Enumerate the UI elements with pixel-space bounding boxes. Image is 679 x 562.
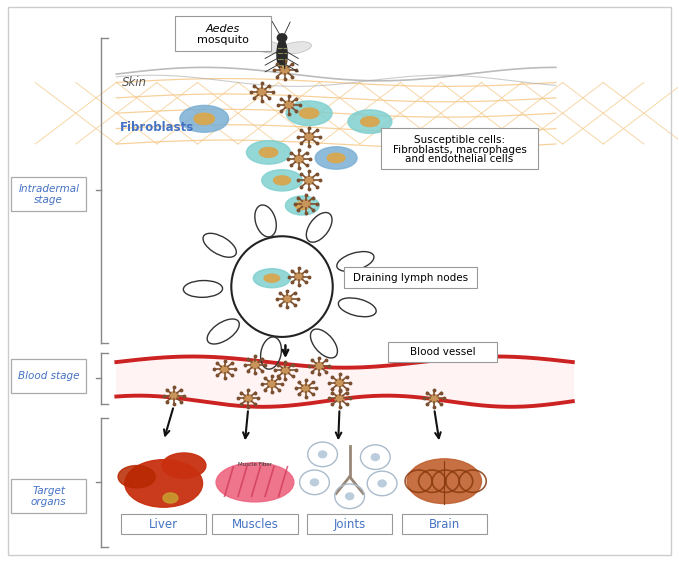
Ellipse shape	[118, 465, 155, 488]
Ellipse shape	[280, 42, 312, 54]
Circle shape	[335, 379, 344, 387]
Circle shape	[294, 155, 304, 163]
Circle shape	[277, 34, 287, 42]
Ellipse shape	[180, 106, 229, 132]
FancyBboxPatch shape	[121, 514, 206, 534]
FancyBboxPatch shape	[11, 359, 86, 393]
FancyBboxPatch shape	[381, 128, 538, 169]
Ellipse shape	[247, 39, 283, 53]
Circle shape	[318, 451, 327, 457]
Circle shape	[378, 480, 386, 487]
FancyBboxPatch shape	[344, 267, 477, 288]
Text: Target
organs: Target organs	[31, 486, 67, 507]
Ellipse shape	[194, 113, 215, 124]
Text: Blood vessel: Blood vessel	[410, 347, 475, 357]
Circle shape	[430, 395, 439, 402]
Text: Muscle Fiber: Muscle Fiber	[238, 462, 272, 467]
Circle shape	[346, 493, 354, 500]
Text: and endothelial cells: and endothelial cells	[405, 154, 513, 164]
Text: Joints: Joints	[333, 518, 366, 531]
FancyBboxPatch shape	[213, 514, 297, 534]
Ellipse shape	[264, 274, 280, 282]
FancyBboxPatch shape	[307, 514, 392, 534]
Ellipse shape	[261, 170, 302, 191]
Ellipse shape	[327, 153, 345, 162]
Circle shape	[257, 88, 267, 96]
Circle shape	[304, 133, 314, 140]
Ellipse shape	[274, 176, 291, 185]
FancyBboxPatch shape	[11, 177, 86, 211]
Text: Liver: Liver	[149, 518, 179, 531]
Circle shape	[295, 273, 304, 280]
Ellipse shape	[361, 117, 379, 126]
Ellipse shape	[286, 101, 332, 125]
Ellipse shape	[253, 269, 291, 288]
FancyBboxPatch shape	[402, 514, 487, 534]
Ellipse shape	[162, 453, 206, 478]
Circle shape	[371, 454, 380, 460]
Ellipse shape	[295, 202, 310, 210]
FancyBboxPatch shape	[388, 342, 497, 362]
Text: Aedes: Aedes	[206, 24, 240, 34]
Ellipse shape	[216, 463, 294, 502]
Text: Muscles: Muscles	[232, 518, 278, 531]
Text: Draining lymph nodes: Draining lymph nodes	[353, 273, 468, 283]
Circle shape	[244, 395, 253, 402]
Circle shape	[251, 361, 259, 369]
Text: Fibroblasts, macrophages: Fibroblasts, macrophages	[392, 144, 526, 155]
Text: Susceptible cells:: Susceptible cells:	[414, 135, 505, 145]
FancyBboxPatch shape	[11, 479, 86, 513]
Ellipse shape	[348, 110, 392, 133]
Circle shape	[284, 101, 293, 109]
Circle shape	[314, 362, 324, 370]
Ellipse shape	[315, 147, 357, 169]
Circle shape	[281, 366, 290, 374]
Text: Blood stage: Blood stage	[18, 371, 79, 381]
Circle shape	[220, 366, 229, 373]
Text: mosquito: mosquito	[197, 35, 249, 46]
Ellipse shape	[125, 460, 202, 507]
Ellipse shape	[163, 493, 178, 503]
Circle shape	[169, 392, 179, 400]
Text: Fibroblasts: Fibroblasts	[120, 121, 194, 134]
Circle shape	[268, 380, 276, 388]
Ellipse shape	[299, 108, 318, 119]
Ellipse shape	[407, 459, 481, 504]
Ellipse shape	[277, 39, 287, 70]
Circle shape	[283, 295, 292, 303]
Circle shape	[301, 384, 310, 392]
Ellipse shape	[259, 147, 278, 157]
Circle shape	[304, 176, 314, 184]
Text: Brain: Brain	[428, 518, 460, 531]
Text: Intradermal
stage: Intradermal stage	[18, 184, 79, 205]
Ellipse shape	[285, 196, 319, 215]
Circle shape	[280, 66, 290, 74]
Circle shape	[310, 479, 318, 486]
Circle shape	[301, 200, 310, 208]
Circle shape	[335, 395, 344, 402]
Ellipse shape	[246, 140, 291, 164]
Text: Skin: Skin	[122, 76, 147, 89]
FancyBboxPatch shape	[175, 16, 271, 51]
